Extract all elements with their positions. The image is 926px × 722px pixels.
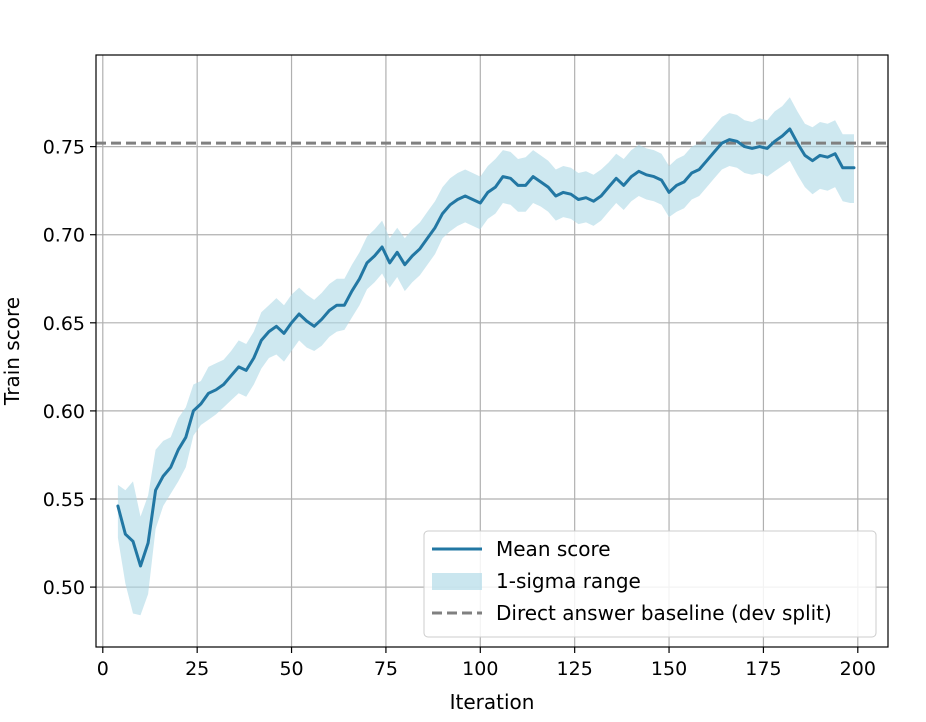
y-axis: 0.50 0.55 0.60 0.65 0.70 0.75	[43, 137, 96, 599]
x-tick-label: 0	[97, 658, 109, 680]
y-tick-label: 0.60	[43, 401, 85, 423]
legend-baseline-label: Direct answer baseline (dev split)	[496, 601, 832, 625]
y-tick-label: 0.55	[43, 489, 85, 511]
x-tick-label: 25	[185, 658, 209, 680]
x-tick-label: 200	[840, 658, 876, 680]
legend-mean-label: Mean score	[496, 537, 611, 561]
y-tick-label: 0.75	[43, 137, 85, 159]
x-tick-label: 75	[374, 658, 398, 680]
plot-frame	[95, 54, 889, 648]
sigma-band-group	[117, 97, 854, 616]
sigma-band	[117, 97, 854, 616]
y-tick-label: 0.70	[43, 225, 85, 247]
x-tick-label: 50	[279, 658, 303, 680]
legend-band-swatch	[432, 573, 482, 590]
x-tick-label: 125	[557, 658, 593, 680]
y-tick-label: 0.65	[43, 313, 85, 335]
mean-score-line	[116, 127, 856, 568]
x-axis-label: Iteration	[450, 690, 535, 714]
x-tick-label: 175	[745, 658, 781, 680]
legend: Mean score 1-sigma range Direct answer b…	[423, 530, 877, 638]
x-axis: 0 25 50 75 100 125 150 175 200	[97, 647, 876, 680]
x-tick-label: 100	[462, 658, 498, 680]
y-tick-label: 0.50	[43, 577, 85, 599]
mean-line-group	[116, 127, 856, 568]
legend-box	[423, 530, 877, 638]
legend-band-label: 1-sigma range	[496, 569, 641, 593]
y-axis-label: Train score	[0, 297, 24, 406]
x-tick-label: 150	[651, 658, 687, 680]
